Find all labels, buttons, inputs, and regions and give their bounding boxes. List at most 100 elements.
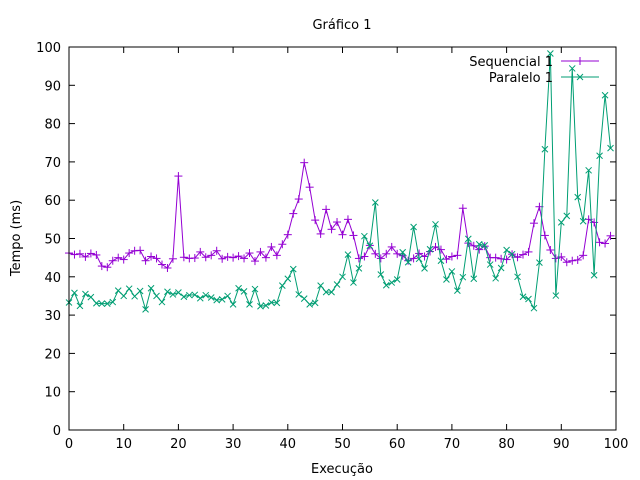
x-tick-label: 20 xyxy=(170,437,187,452)
data-point xyxy=(262,302,270,309)
data-point xyxy=(163,263,172,272)
data-point xyxy=(92,299,100,307)
data-point xyxy=(453,251,462,260)
data-point xyxy=(92,250,101,259)
data-point xyxy=(185,291,193,299)
data-point xyxy=(579,217,587,225)
data-point xyxy=(87,293,95,301)
legend-item: Paralelo 1 xyxy=(489,71,599,86)
data-point xyxy=(355,265,363,272)
legend-marker xyxy=(576,73,584,81)
data-point xyxy=(131,292,138,300)
data-point xyxy=(316,229,325,238)
data-point xyxy=(519,293,527,301)
data-point xyxy=(256,247,265,256)
data-point xyxy=(261,253,270,262)
data-point xyxy=(382,281,390,289)
legend-label: Sequencial 1 xyxy=(469,55,553,70)
data-point xyxy=(284,275,292,283)
data-point xyxy=(300,158,309,167)
data-point xyxy=(300,295,308,302)
data-point xyxy=(289,209,298,218)
data-point xyxy=(540,231,549,240)
data-point xyxy=(82,290,89,298)
data-point xyxy=(443,276,450,283)
data-point xyxy=(481,242,489,249)
data-point xyxy=(202,291,210,299)
data-point xyxy=(393,249,402,258)
data-point xyxy=(525,295,532,303)
data-point xyxy=(267,242,276,251)
series-1 xyxy=(65,158,615,272)
x-tick-label: 70 xyxy=(444,437,461,452)
data-point xyxy=(295,291,303,298)
data-point xyxy=(469,241,478,250)
data-point xyxy=(164,288,171,296)
data-point xyxy=(524,247,533,256)
data-point xyxy=(497,264,505,272)
data-point xyxy=(399,248,407,256)
data-point xyxy=(311,299,319,307)
data-point xyxy=(240,254,249,263)
legend-marker xyxy=(576,57,584,65)
data-point xyxy=(278,282,286,289)
data-point xyxy=(547,50,554,57)
axis-ticks: 0 10 20 30 40 50 60 70 80 90 100 0 10 20 30 40 50 60 70 80 9… xyxy=(36,41,628,452)
data-point xyxy=(606,231,615,240)
legend-item: Sequencial 1 xyxy=(469,55,599,70)
data-point xyxy=(530,304,538,312)
data-point xyxy=(289,265,297,273)
data-point xyxy=(333,281,341,288)
data-point xyxy=(343,215,352,224)
data-point xyxy=(235,284,242,292)
data-point xyxy=(234,252,243,261)
data-point xyxy=(196,294,204,302)
data-point xyxy=(436,245,445,254)
data-point xyxy=(119,255,128,264)
data-point xyxy=(338,230,347,239)
data-point xyxy=(75,249,84,258)
x-axis-label: Execução xyxy=(311,462,373,477)
data-point xyxy=(415,255,423,263)
data-point xyxy=(175,289,182,296)
data-point xyxy=(257,302,264,310)
data-point xyxy=(585,166,593,174)
y-axis-label: Tempo (ms) xyxy=(9,200,24,277)
data-point xyxy=(409,254,418,263)
data-point xyxy=(229,253,238,262)
data-point xyxy=(573,255,582,264)
series-line xyxy=(68,53,612,312)
x-tick-label: 10 xyxy=(115,437,132,452)
y-tick-label: 30 xyxy=(44,309,61,324)
data-point xyxy=(557,219,565,226)
data-point xyxy=(371,199,379,206)
data-point xyxy=(218,254,227,263)
data-point xyxy=(147,284,155,292)
data-point xyxy=(283,230,292,239)
y-tick-label: 50 xyxy=(44,233,61,248)
data-point xyxy=(223,252,232,261)
data-point xyxy=(317,282,324,289)
data-point xyxy=(376,254,385,263)
data-point xyxy=(536,259,543,266)
data-point xyxy=(350,279,357,286)
data-point xyxy=(354,254,363,263)
data-point xyxy=(125,285,133,293)
data-point xyxy=(201,253,210,262)
data-point xyxy=(169,291,177,298)
data-point xyxy=(306,301,314,308)
data-point xyxy=(114,253,123,262)
data-point xyxy=(168,254,177,263)
data-point xyxy=(251,285,259,293)
data-point xyxy=(207,294,215,301)
y-tick-label: 80 xyxy=(44,118,61,133)
data-point xyxy=(109,298,117,306)
data-point xyxy=(207,251,216,260)
data-point xyxy=(305,183,314,192)
data-point xyxy=(361,232,368,240)
y-tick-label: 70 xyxy=(44,156,61,171)
data-point xyxy=(103,300,111,307)
x-tick-label: 30 xyxy=(225,437,242,452)
